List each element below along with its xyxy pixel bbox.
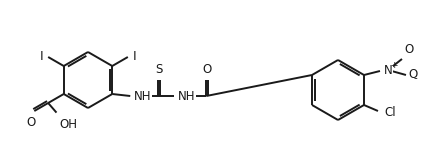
Text: N: N — [384, 64, 393, 76]
Text: -: - — [414, 73, 418, 83]
Text: O: O — [404, 43, 413, 56]
Text: Cl: Cl — [384, 106, 396, 119]
Text: O: O — [408, 69, 417, 82]
Text: I: I — [40, 49, 43, 63]
Text: +: + — [390, 61, 397, 70]
Text: OH: OH — [60, 118, 77, 131]
Text: NH: NH — [134, 89, 152, 103]
Text: O: O — [203, 63, 212, 76]
Text: S: S — [156, 63, 163, 76]
Text: I: I — [133, 49, 137, 63]
Text: O: O — [27, 116, 36, 129]
Text: NH: NH — [178, 89, 196, 103]
